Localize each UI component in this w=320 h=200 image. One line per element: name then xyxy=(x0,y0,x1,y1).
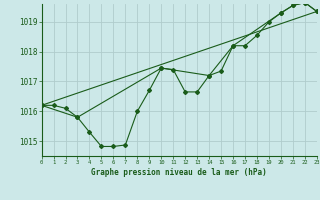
X-axis label: Graphe pression niveau de la mer (hPa): Graphe pression niveau de la mer (hPa) xyxy=(91,168,267,177)
